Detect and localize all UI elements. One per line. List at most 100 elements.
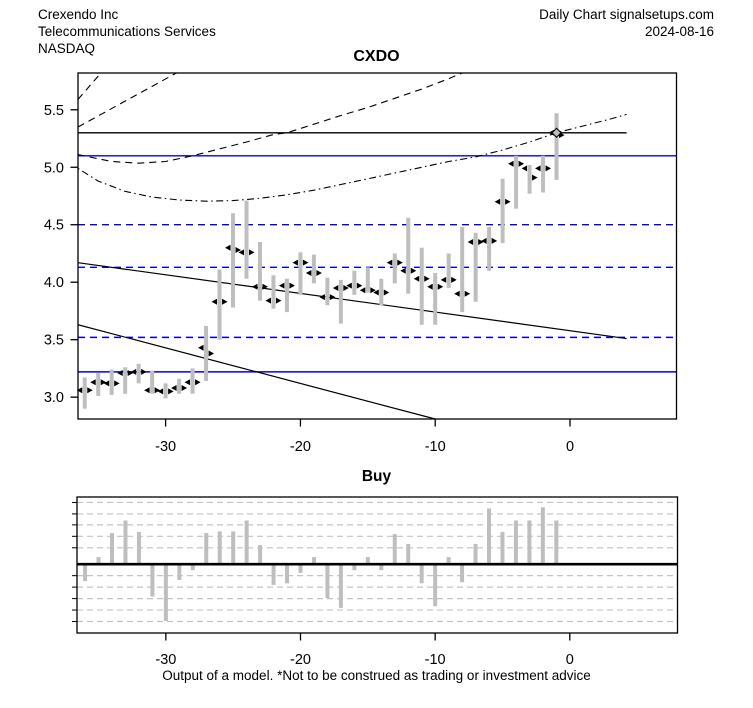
open-tick (467, 238, 474, 245)
ohlc-bar (298, 252, 303, 295)
close-tick (383, 289, 390, 296)
chart-source: Daily Chart signalsetups.com (539, 7, 714, 22)
ohlc-bar (541, 155, 546, 193)
signal-bar (190, 564, 195, 571)
open-tick (211, 298, 218, 305)
ohlc-bar (257, 241, 262, 301)
close-tick (248, 249, 255, 256)
x-axis-tick-label: 0 (566, 439, 574, 455)
signal-bar (379, 564, 384, 571)
ohlc-bar (365, 267, 370, 293)
signal-plot-box (76, 496, 679, 634)
close-tick (289, 282, 295, 289)
header-left: Crexendo Inc Telecommunications Services… (38, 6, 216, 57)
open-tick (535, 165, 541, 172)
ohlc-bar (123, 367, 128, 394)
x-axis-tick-label: -30 (155, 439, 176, 455)
open-tick (90, 379, 96, 386)
open-tick (319, 294, 325, 301)
ohlc-bar (379, 278, 384, 306)
ohlc-bar (446, 253, 451, 288)
open-tick (346, 282, 352, 289)
open-tick (440, 276, 447, 283)
close-tick (262, 283, 268, 290)
open-tick (413, 275, 420, 282)
y-axis-tick-label: 3.0 (44, 390, 64, 406)
open-tick (359, 287, 366, 294)
signal-bar (258, 545, 263, 565)
ohlc-bar (163, 383, 168, 399)
signal-bar (513, 520, 518, 565)
signal-bar (83, 564, 88, 582)
ohlc-bar (527, 164, 532, 194)
close-tick (141, 368, 147, 375)
signal-x-tick-label: 0 (566, 652, 574, 668)
open-tick (454, 290, 460, 297)
ohlc-bar (271, 275, 276, 309)
signal-bar (487, 508, 492, 565)
open-tick (144, 387, 150, 394)
close-tick (114, 380, 120, 387)
price-chart-title: CXDO (353, 48, 400, 65)
y-axis-tick-label: 4.5 (44, 218, 64, 234)
open-tick (198, 344, 204, 351)
ohlc-bar (109, 369, 114, 395)
open-tick (292, 259, 298, 266)
signal-bar (244, 520, 249, 565)
signal-bar (325, 564, 330, 599)
open-tick (184, 379, 191, 386)
ohlc-bar (190, 368, 195, 394)
open-tick (251, 283, 258, 290)
close-tick (127, 370, 134, 377)
close-tick (329, 294, 336, 301)
ohlc-bar (554, 113, 559, 180)
close-tick (154, 387, 161, 394)
open-tick (373, 289, 379, 296)
open-tick (103, 380, 110, 387)
signal-bar (231, 531, 236, 565)
signal-bar (419, 564, 424, 584)
close-tick (532, 174, 538, 181)
ohlc-bar (460, 227, 465, 313)
close-tick (424, 275, 430, 282)
close-tick (208, 350, 215, 357)
ohlc-bar (136, 363, 141, 384)
company-name: Crexendo Inc (38, 7, 119, 22)
ohlc-bar (406, 217, 411, 294)
signal-bar (365, 557, 370, 565)
signal-bar (540, 507, 545, 565)
ohlc-bar (325, 277, 330, 306)
ohlc-bar (311, 254, 316, 284)
signal-bar (217, 531, 222, 565)
open-tick (400, 267, 406, 274)
signal-x-tick-label: -20 (290, 652, 311, 668)
signal-bar (500, 531, 505, 565)
x-axis-tick-label: -10 (425, 439, 446, 455)
close-tick (410, 267, 417, 274)
close-tick (356, 282, 363, 289)
close-tick (235, 247, 242, 254)
close-tick (316, 270, 322, 277)
signal-bar (392, 534, 397, 565)
y-axis-tick-label: 5.5 (44, 103, 64, 119)
close-tick (87, 387, 93, 394)
close-tick (168, 388, 174, 395)
open-tick (521, 165, 528, 172)
open-tick (117, 370, 123, 377)
open-tick (265, 297, 271, 304)
ohlc-bar (231, 213, 236, 308)
chart-date: 2024-08-16 (644, 24, 714, 39)
signal-bar (150, 564, 155, 597)
close-tick (491, 237, 498, 244)
channel-curve (77, 72, 463, 164)
close-tick (100, 379, 107, 386)
open-tick (278, 282, 285, 289)
close-tick (397, 259, 403, 266)
close-tick (370, 287, 376, 294)
signal-x-tick-label: -30 (155, 652, 176, 668)
open-tick (130, 368, 137, 375)
trend-line (77, 262, 627, 340)
signal-bar (298, 564, 303, 573)
